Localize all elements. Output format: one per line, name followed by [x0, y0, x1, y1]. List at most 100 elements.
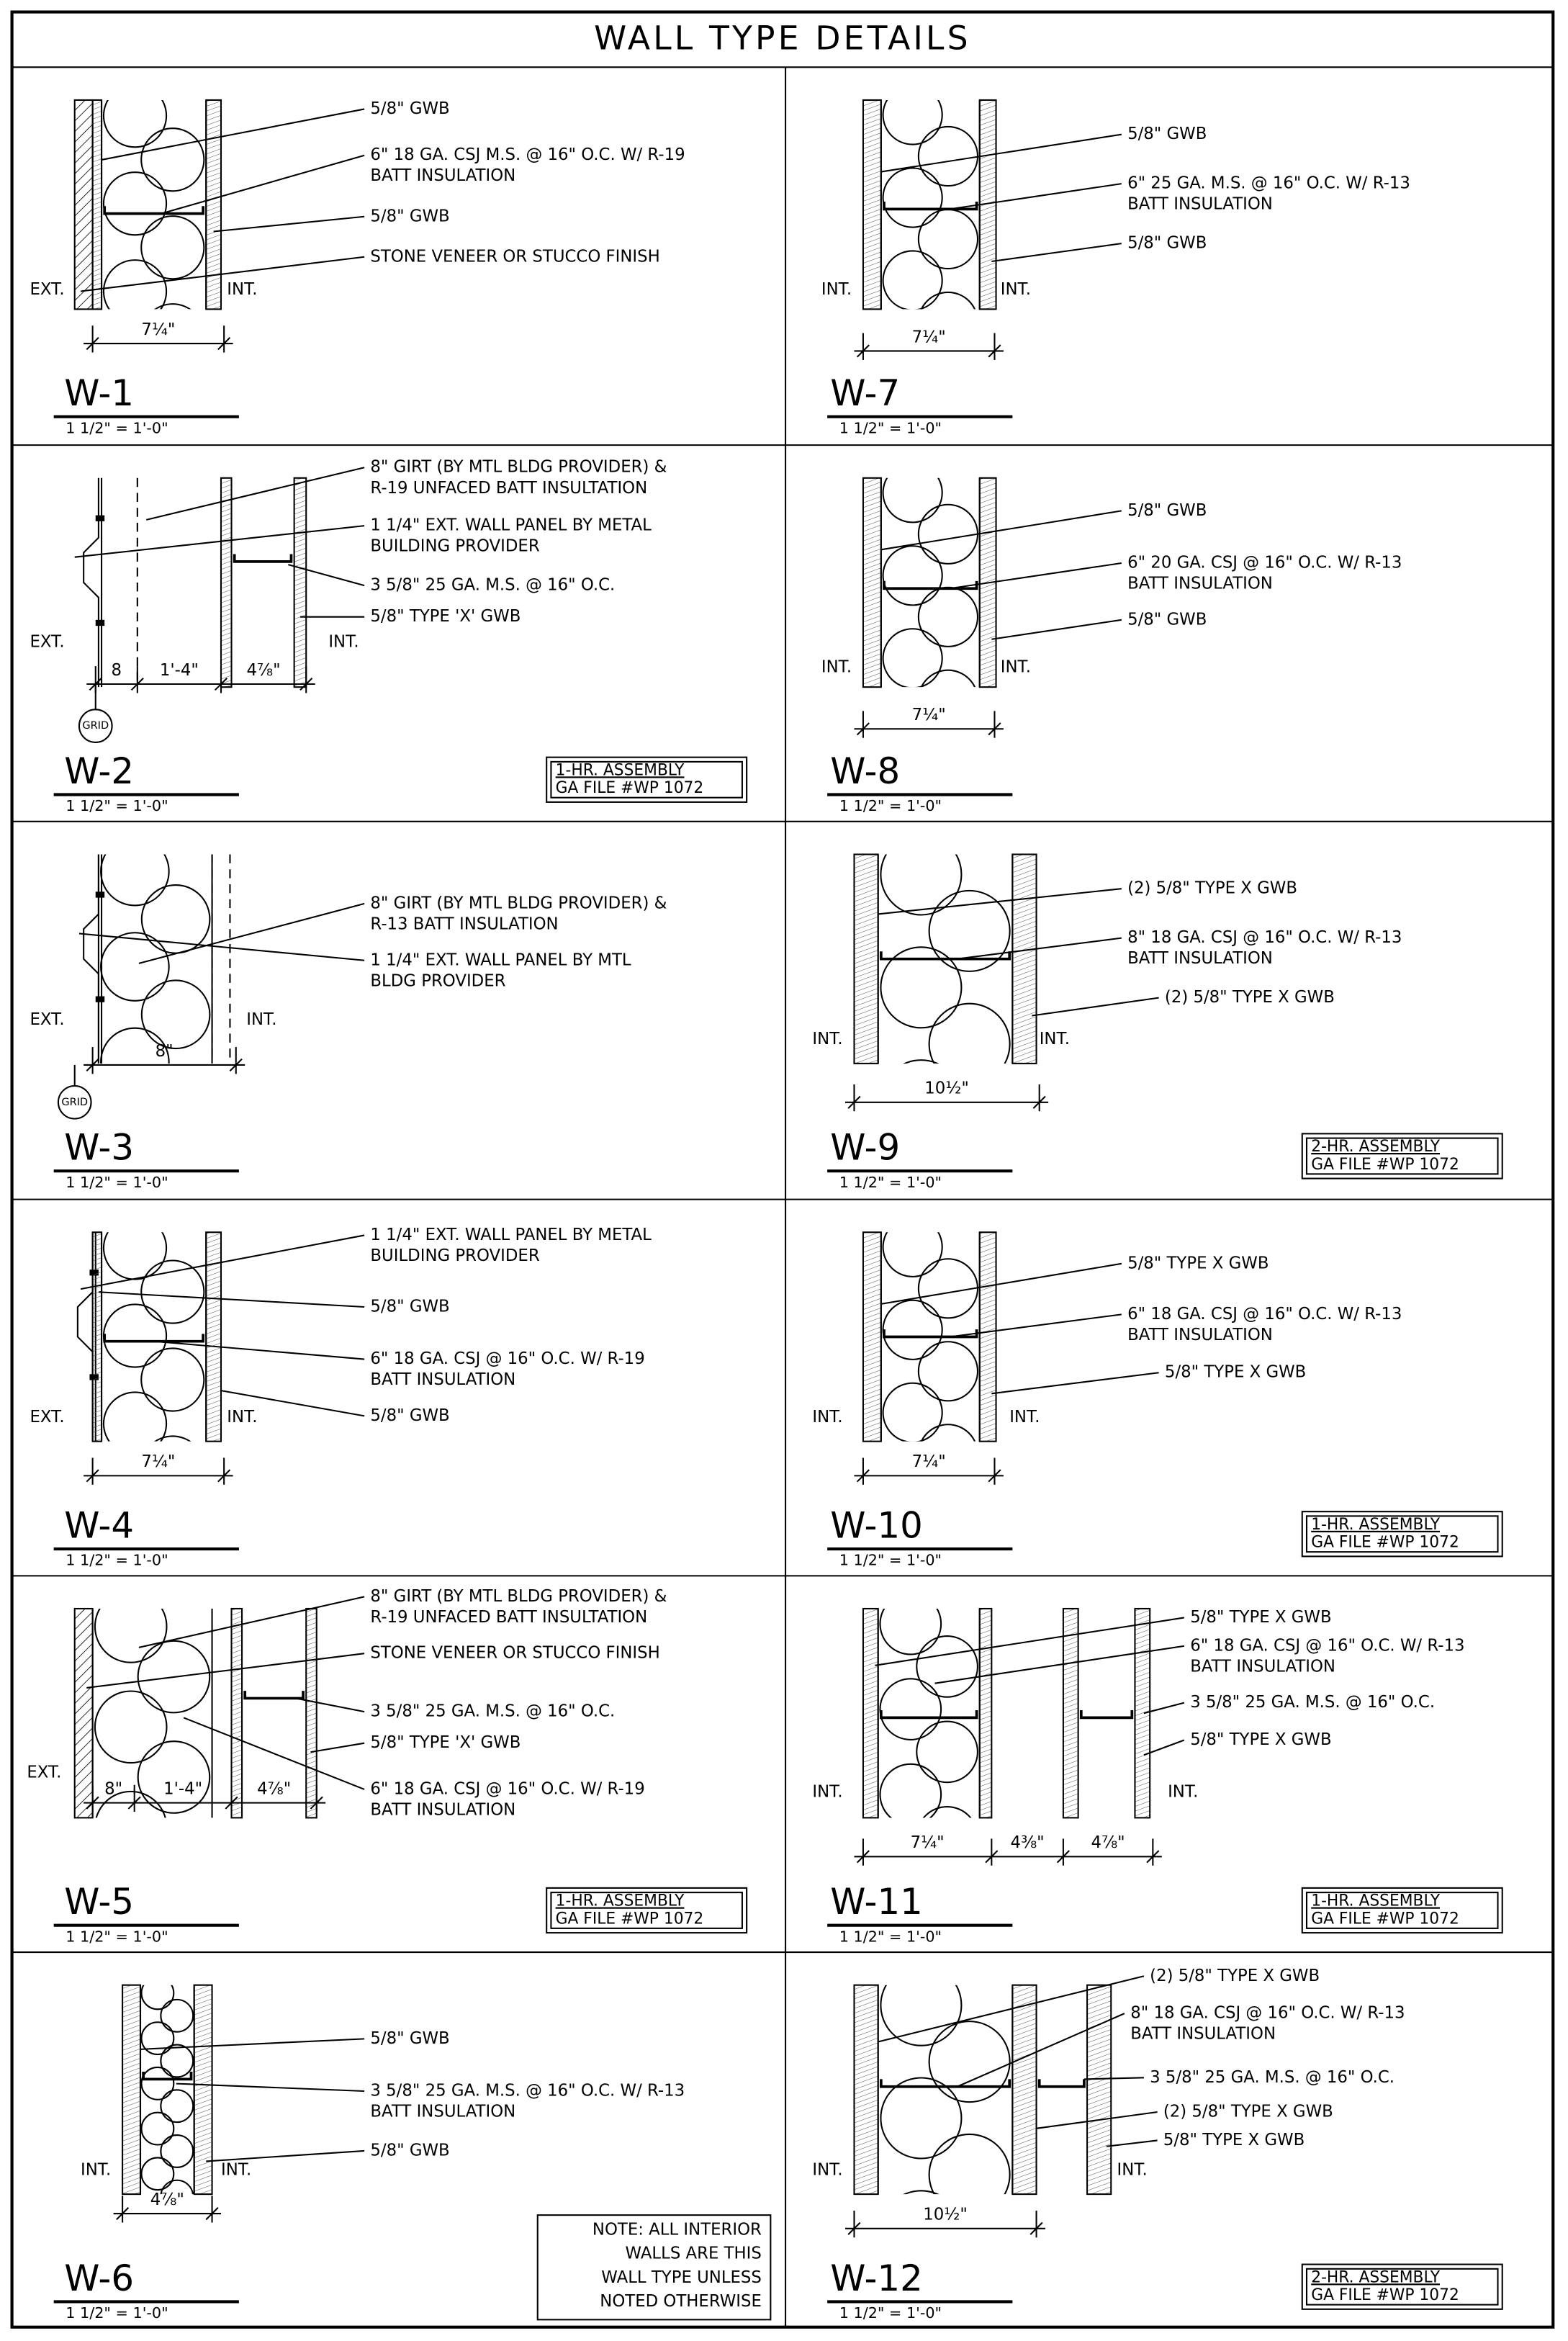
batt-loop [100, 854, 170, 907]
dimension-tick [985, 1850, 999, 1864]
leader-line [80, 1234, 365, 1290]
batt-loop [94, 1608, 168, 1663]
callout-text: BATT INSULATION [370, 1801, 515, 1820]
callout-text: 3 5/8" 25 GA. M.S. @ 16" O.C. [1150, 2068, 1394, 2087]
assembly-box [1305, 1892, 1499, 1929]
batt-loop [920, 291, 976, 310]
batt-loop [140, 2066, 175, 2100]
batt-loop [917, 125, 979, 187]
batt-loop [879, 1678, 942, 1740]
batt-loop [917, 208, 979, 270]
batt-loop [140, 1259, 205, 1324]
detail-id: W-3 [64, 1127, 134, 1169]
callout-text: 8" 18 GA. CSJ @ 16" O.C. W/ R-13 [1130, 2004, 1405, 2023]
callout-text: 5/8" TYPE 'X' GWB [370, 607, 521, 626]
batt-loop [880, 2077, 963, 2160]
callout-text: 6" 18 GA. CSJ @ 16" O.C. W/ R-19 [370, 1779, 644, 1798]
assembly-text: 1-HR. ASSEMBLY [1311, 1892, 1440, 1910]
assembly-text: 2-HR. ASSEMBLY [1311, 1138, 1440, 1156]
batt-loop [917, 1341, 979, 1402]
callout-text: BLDG PROVIDER [370, 971, 505, 990]
leader-line [957, 2013, 1125, 2088]
dimension-tick [988, 722, 1001, 736]
batt-loop [140, 215, 205, 280]
side-label: INT. [821, 280, 852, 299]
batt-loop [102, 171, 168, 236]
detail-scale: 1 1/2" = 1'-0" [839, 1174, 942, 1191]
dimension-tick [1146, 1850, 1160, 1864]
leader-line [1083, 2077, 1144, 2080]
batt-loop [100, 932, 170, 1002]
gypsum-board [978, 1231, 997, 1442]
gypsum-board [205, 1231, 222, 1442]
gypsum-board [853, 853, 879, 1064]
side-label: INT. [1009, 1408, 1040, 1426]
wall-detail: 1 1/4" EXT. WALL PANEL BY METAL BUILDING … [30, 1226, 652, 1569]
leader-line [310, 1742, 365, 1753]
batt-loop [102, 1303, 168, 1368]
veneer [73, 1607, 94, 1819]
leader-line [950, 562, 1122, 590]
dimension-tick [299, 677, 313, 691]
callout-text: 3 5/8" 25 GA. M.S. @ 16" O.C. [370, 576, 615, 595]
note-text: NOTE: ALL INTERIOR [592, 2220, 762, 2239]
note-text: NOTED OTHERWISE [600, 2292, 762, 2311]
detail-scale: 1 1/2" = 1'-0" [839, 2304, 942, 2322]
metal-panel [76, 1232, 94, 1442]
callout-text: 6" 18 GA. CSJ M.S. @ 16" O.C. W/ R-19 [370, 145, 685, 164]
batt-loop [928, 2021, 1011, 2103]
detail-id: W-10 [830, 1504, 922, 1546]
dimension-text: 10½" [924, 1079, 969, 1098]
leader-line [991, 1372, 1159, 1395]
metal-stud [1079, 1710, 1134, 1720]
callout-text: 3 5/8" 25 GA. M.S. @ 16" O.C. [370, 1702, 615, 1721]
batt-insulation [882, 477, 979, 688]
side-label: INT. [812, 1408, 842, 1426]
wall-detail: 8" GIRT (BY MTL BLDG PROVIDER) & R-19 UNF… [30, 458, 748, 814]
dimension-tick [127, 1796, 141, 1810]
dimension-tick [225, 1796, 238, 1810]
gypsum-board [862, 477, 882, 688]
side-label: INT. [821, 658, 852, 677]
detail-scale: 1 1/2" = 1'-0" [66, 2304, 168, 2322]
dimension-tick [217, 337, 231, 351]
assembly-box [1301, 1511, 1503, 1558]
assembly-box [550, 1892, 743, 1929]
dimension-text: 4⅞" [257, 1779, 291, 1798]
callout-text: BUILDING PROVIDER [370, 1246, 539, 1265]
batt-loop [882, 1299, 943, 1360]
leader-line [1036, 2111, 1158, 2129]
batt-loop [920, 669, 976, 688]
metal-stud [879, 951, 1011, 961]
batt-loop [137, 1640, 211, 1714]
leader-line [146, 467, 365, 521]
metal-stud [103, 1334, 204, 1343]
leader-line [295, 1697, 365, 1713]
callout-text: BATT INSULATION [1127, 575, 1273, 593]
callout-text: 5/8" TYPE 'X' GWB [370, 1733, 521, 1752]
batt-loop [140, 1985, 175, 2010]
batt-loop [160, 2089, 194, 2124]
callout-text: 5/8" GWB [1127, 234, 1207, 253]
callout-text: 1 1/4" EXT. WALL PANEL BY METAL [370, 516, 652, 535]
grid-label: GRID [82, 720, 109, 732]
callout-text: BATT INSULATION [1190, 1657, 1335, 1676]
detail-id: W-9 [830, 1127, 900, 1169]
assembly-box [1305, 1515, 1499, 1553]
callout-text: 5/8" GWB [1127, 125, 1207, 143]
assembly-text: GA FILE #WP 1072 [1311, 2286, 1459, 2304]
batt-loop [882, 545, 943, 606]
metal-stud [103, 206, 204, 215]
detail-scale: 1 1/2" = 1'-0" [66, 1928, 168, 1945]
detail-scale: 1 1/2" = 1'-0" [839, 1552, 942, 1569]
gypsum-board [293, 477, 307, 688]
callout-text: (2) 5/8" TYPE X GWB [1165, 988, 1335, 1007]
leader-line [86, 1653, 365, 1689]
detail-id: W-1 [64, 372, 134, 414]
callout-text: 8" GIRT (BY MTL BLDG PROVIDER) & [370, 1587, 667, 1606]
side-label: INT. [1168, 1783, 1198, 1802]
metal-stud [1037, 2079, 1086, 2088]
batt-loop [903, 1059, 940, 1064]
dimension-text: 8" [104, 1779, 122, 1798]
sheet-border [10, 10, 1555, 2329]
